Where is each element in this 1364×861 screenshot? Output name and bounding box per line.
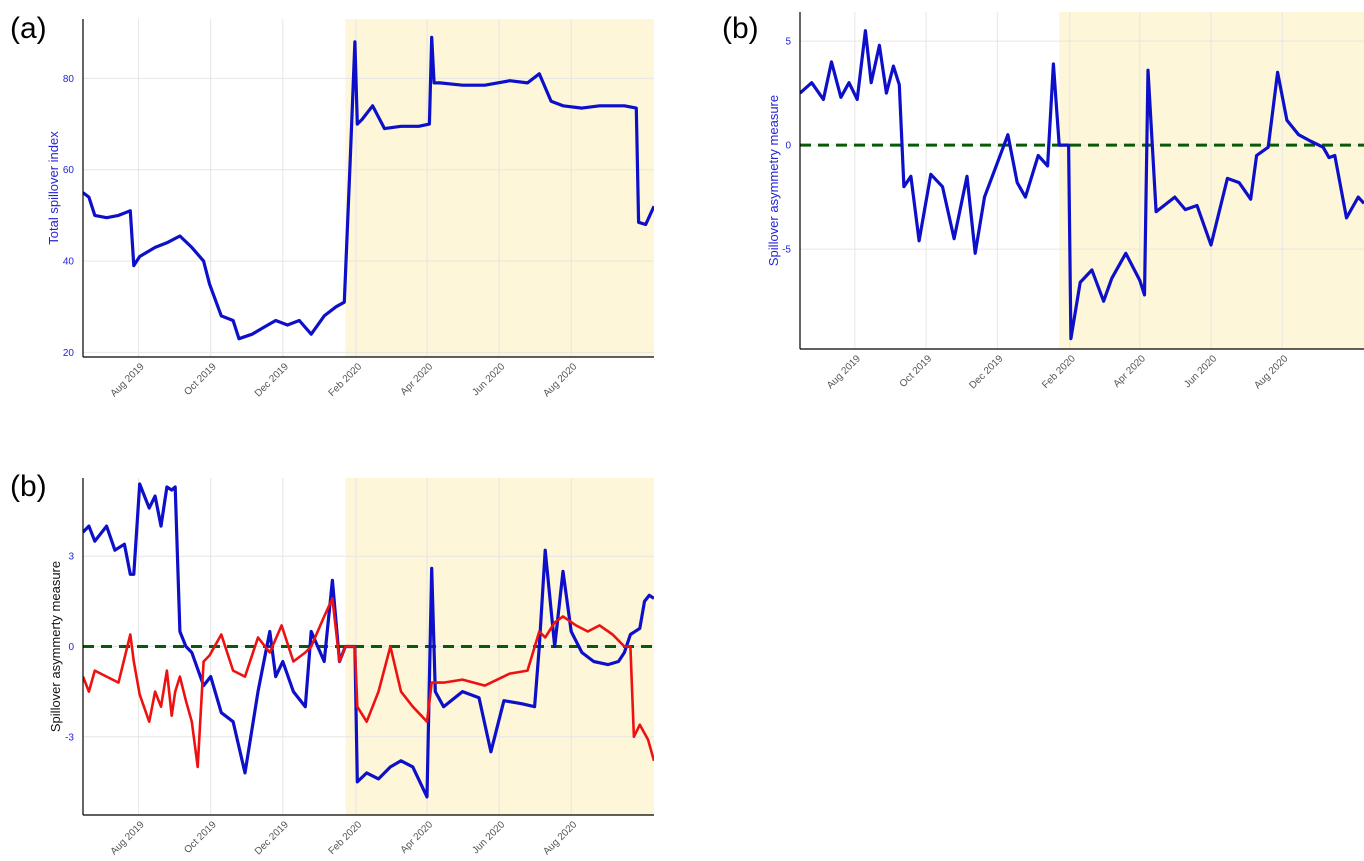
x-tick-label: Dec 2019 — [253, 819, 291, 857]
y-tick-label: 20 — [63, 348, 75, 359]
x-tick-label: Oct 2019 — [182, 819, 219, 856]
x-tick-label: Feb 2020 — [327, 819, 365, 857]
y-tick-label: 0 — [68, 642, 74, 653]
x-tick-label: Aug 2019 — [109, 361, 147, 399]
panel-label: (a) — [10, 12, 47, 45]
x-tick-label: Jun 2020 — [470, 361, 507, 398]
x-tick-label: Jun 2020 — [470, 819, 507, 856]
x-tick-label: Oct 2019 — [182, 361, 219, 398]
series-line-blue — [800, 29, 1364, 341]
x-tick-label: Aug 2020 — [1252, 353, 1290, 391]
x-tick-label: Aug 2020 — [541, 819, 579, 857]
y-tick-label: -3 — [65, 732, 74, 743]
y-tick-label: 80 — [63, 74, 75, 85]
chart-svg: 20 40 60 80 Aug 2019 Oct 2019 Dec 2019 Feb 2020… — [46, 19, 654, 399]
x-tick-label: Apr 2020 — [1111, 353, 1148, 390]
x-tick-label: Aug 2019 — [109, 819, 147, 857]
y-tick-label: 0 — [785, 141, 791, 152]
y-tick-label: 5 — [785, 37, 791, 48]
chart-svg: -5 0 5 Aug 2019 Oct 2019 Dec 2019 Feb 2020 Apr … — [766, 12, 1364, 391]
x-tick-label: Feb 2020 — [1040, 353, 1078, 391]
x-tick-label: Dec 2019 — [253, 361, 291, 399]
x-tick-label: Dec 2019 — [967, 353, 1005, 391]
chart-svg: -3 0 3 Aug 2019 Oct 2019 Dec 2019 Feb 2020 Apr … — [48, 478, 654, 857]
shaded-period — [345, 19, 654, 357]
shaded-period — [1059, 12, 1364, 349]
x-tick-label: Aug 2020 — [541, 361, 579, 399]
series-line-red — [83, 597, 654, 769]
x-tick-label: Apr 2020 — [399, 361, 436, 398]
panel-label: (b) — [10, 470, 47, 503]
x-tick-label: Aug 2019 — [825, 353, 863, 391]
x-tick-label: Jun 2020 — [1182, 353, 1219, 390]
y-axis-title: Total spillover index — [46, 131, 61, 245]
chart-panel-a: (a) 20 40 60 80 Aug 2019 Oct 2019 Dec 2019 Feb … — [0, 0, 680, 420]
chart-panel-b-bottom: (b) -3 0 3 Aug 2019 Oct 2019 Dec 2019 Feb 2020… — [0, 440, 680, 861]
x-tick-label: Feb 2020 — [327, 361, 365, 399]
y-tick-label: -5 — [782, 245, 791, 256]
y-axis-title: Spillover asymmetry measure — [766, 95, 781, 266]
panel-label: (b) — [722, 12, 759, 45]
y-tick-label: 3 — [68, 552, 74, 563]
x-tick-label: Apr 2020 — [399, 819, 436, 856]
x-tick-label: Oct 2019 — [898, 353, 935, 390]
y-tick-label: 60 — [63, 165, 75, 176]
series-line-blue — [83, 35, 654, 341]
chart-panel-b-top: (b) -5 0 5 Aug 2019 Oct 2019 Dec 2019 Feb 2020… — [700, 0, 1364, 420]
y-axis-title: Spillover asymmerty measure — [48, 561, 63, 732]
y-tick-label: 40 — [63, 257, 75, 268]
